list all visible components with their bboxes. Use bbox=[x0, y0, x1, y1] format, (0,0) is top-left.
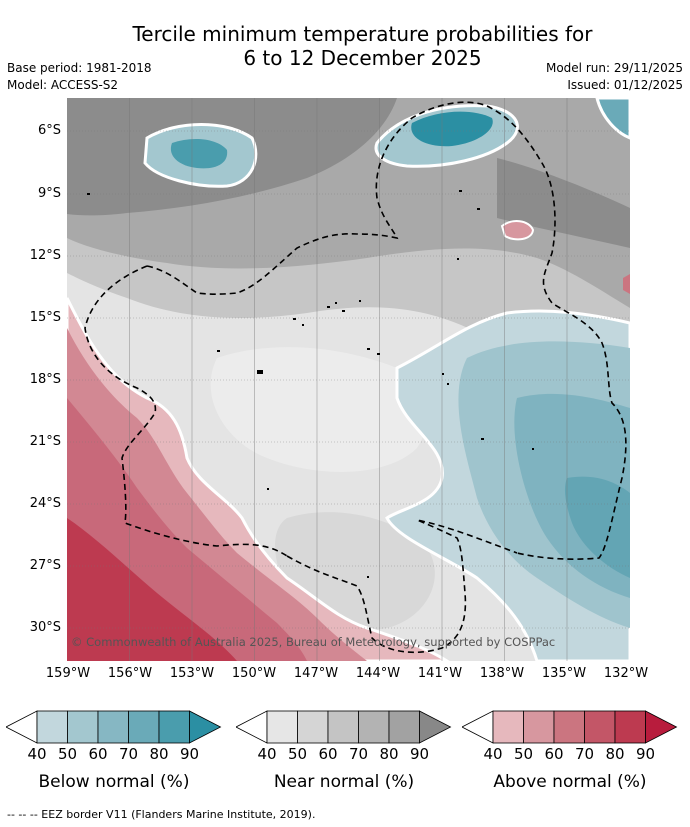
title-line-1: Tercile minimum temperature probabilitie… bbox=[132, 22, 593, 46]
lon-label-138w: 138°W bbox=[479, 666, 525, 681]
cbar-near-seg-0 bbox=[236, 710, 268, 744]
colorbar-label-below: Below normal (%) bbox=[38, 772, 190, 792]
cbar-near-seg-6 bbox=[419, 710, 452, 744]
below-normal-blob-north-core bbox=[411, 111, 493, 147]
lon-label-132w: 132°W bbox=[603, 666, 649, 681]
cbar-above-seg-2 bbox=[523, 710, 555, 744]
issued-date: Issued: 01/12/2025 bbox=[567, 78, 683, 92]
meta-right: Model run: 29/11/2025 Issued: 01/12/2025 bbox=[546, 60, 683, 94]
cbar-above-seg-0 bbox=[462, 710, 494, 744]
tick: 50 bbox=[57, 745, 78, 763]
tick: 90 bbox=[179, 745, 200, 763]
cbar-above-seg-5 bbox=[614, 710, 646, 744]
lat-label-21s: 21°S bbox=[29, 434, 61, 449]
above-normal-blob-ne bbox=[500, 220, 535, 241]
lat-label-30s: 30°S bbox=[29, 620, 61, 635]
cbar-above-seg-3 bbox=[553, 710, 585, 744]
cbar-near-seg-5 bbox=[388, 710, 420, 744]
map-title: Tercile minimum temperature probabilitie… bbox=[0, 22, 690, 70]
tick: 60 bbox=[318, 745, 338, 763]
above-normal-edge-e bbox=[623, 274, 630, 294]
cbar-below-seg-3 bbox=[97, 710, 129, 744]
colorbar-below-normal bbox=[6, 710, 222, 744]
islands bbox=[87, 190, 534, 578]
cbar-above-seg-1 bbox=[492, 710, 524, 744]
above-normal-80 bbox=[67, 518, 237, 661]
lon-label-147w: 147°W bbox=[293, 666, 339, 681]
tick: 70 bbox=[574, 745, 595, 763]
colorbar-label-above: Above normal (%) bbox=[493, 772, 647, 792]
eez-border-north bbox=[146, 101, 627, 560]
lon-label-144w: 144°W bbox=[355, 666, 401, 681]
lat-label-18s: 18°S bbox=[29, 372, 61, 387]
cbar-near-seg-2 bbox=[297, 710, 329, 744]
tick: 40 bbox=[483, 745, 503, 763]
graticule bbox=[67, 98, 630, 661]
lat-label-12s: 12°S bbox=[29, 248, 61, 263]
lon-label-135w: 135°W bbox=[541, 666, 587, 681]
colorbar-label-near: Near normal (%) bbox=[273, 772, 415, 792]
lon-label-141w: 141°W bbox=[417, 666, 463, 681]
colorbar-above-normal bbox=[462, 710, 678, 744]
lat-label-6s: 6°S bbox=[37, 123, 61, 138]
model-run: Model run: 29/11/2025 bbox=[545, 61, 683, 75]
eez-border-west bbox=[84, 265, 288, 557]
below-normal-blob-ne bbox=[595, 98, 630, 140]
tick: 70 bbox=[348, 745, 369, 763]
lon-label-159w: 159°W bbox=[45, 666, 91, 681]
lon-label-156w: 156°W bbox=[107, 666, 153, 681]
cbar-below-seg-4 bbox=[128, 710, 160, 744]
tick: 50 bbox=[287, 745, 308, 763]
tick: 50 bbox=[513, 745, 534, 763]
tick: 80 bbox=[149, 745, 169, 763]
tick: 60 bbox=[544, 745, 564, 763]
tick: 90 bbox=[409, 745, 430, 763]
lat-label-27s: 27°S bbox=[29, 558, 61, 573]
eez-footnote: -- -- -- EEZ border V11 (Flanders Marine… bbox=[7, 808, 316, 821]
tick: 90 bbox=[635, 745, 656, 763]
lat-label-15s: 15°S bbox=[29, 310, 61, 325]
lon-label-150w: 150°W bbox=[231, 666, 277, 681]
cbar-near-seg-1 bbox=[266, 710, 298, 744]
eez-border-south bbox=[286, 519, 518, 654]
lat-label-24s: 24°S bbox=[29, 496, 61, 511]
cbar-below-seg-5 bbox=[158, 710, 190, 744]
below-normal-blob-west-core bbox=[170, 138, 228, 169]
tick: 40 bbox=[27, 745, 47, 763]
tick: 80 bbox=[379, 745, 399, 763]
lat-label-9s: 9°S bbox=[37, 186, 61, 201]
cbar-below-seg-1 bbox=[36, 710, 68, 744]
cbar-below-seg-2 bbox=[67, 710, 99, 744]
cbar-below-seg-0 bbox=[6, 710, 38, 744]
cbar-near-seg-3 bbox=[327, 710, 359, 744]
cbar-above-seg-4 bbox=[584, 710, 616, 744]
meta-left: Base period: 1981-2018 Model: ACCESS-S2 bbox=[7, 60, 152, 94]
tick: 70 bbox=[118, 745, 139, 763]
tick: 40 bbox=[257, 745, 277, 763]
cbar-above-seg-6 bbox=[645, 710, 678, 744]
near-normal-light bbox=[210, 347, 428, 472]
cbar-near-seg-4 bbox=[358, 710, 390, 744]
below-normal-80 bbox=[564, 476, 630, 578]
probability-map: © Commonwealth of Australia 2025, Bureau… bbox=[67, 98, 630, 661]
model-name: Model: ACCESS-S2 bbox=[7, 78, 119, 92]
tick: 60 bbox=[88, 745, 108, 763]
base-period: Base period: 1981-2018 bbox=[7, 61, 152, 75]
lon-label-153w: 153°W bbox=[169, 666, 215, 681]
copyright-text: © Commonwealth of Australia 2025, Bureau… bbox=[71, 635, 555, 649]
tick: 80 bbox=[605, 745, 625, 763]
colorbar-near-normal bbox=[236, 710, 452, 744]
title-line-2: 6 to 12 December 2025 bbox=[243, 46, 482, 70]
cbar-below-seg-6 bbox=[189, 710, 222, 744]
